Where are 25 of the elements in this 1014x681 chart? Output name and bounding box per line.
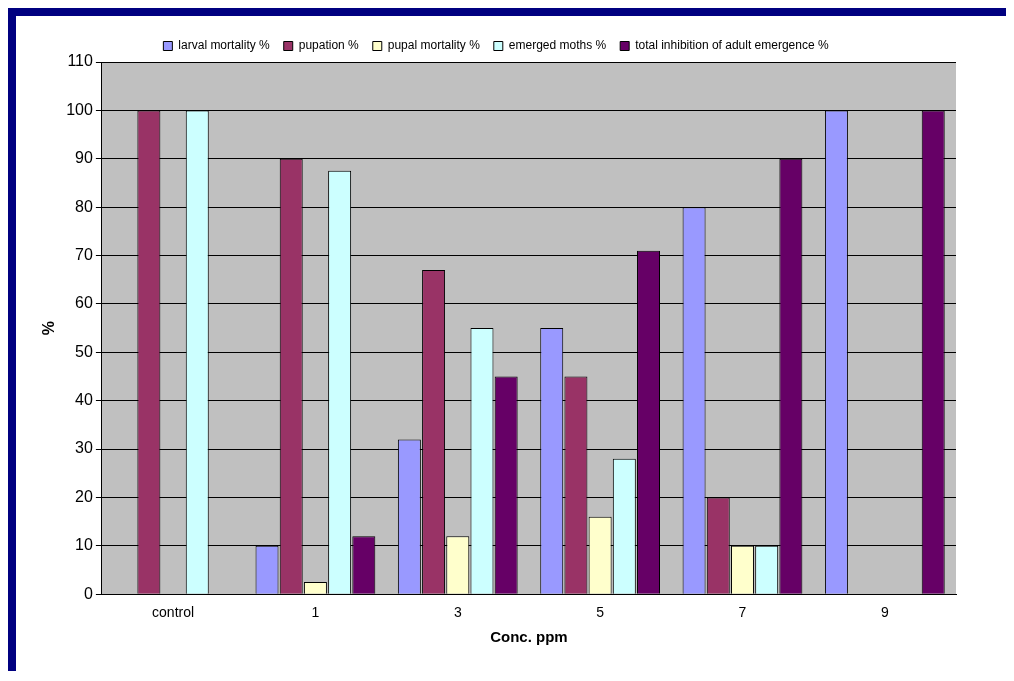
x-tick-label: 9 <box>880 604 889 621</box>
y-axis-title: % <box>40 320 58 336</box>
x-tick-label: control <box>152 604 195 621</box>
y-tick-label: 10 <box>75 536 93 554</box>
legend-label: pupal mortality % <box>387 38 481 53</box>
y-tick-label: 40 <box>75 391 93 409</box>
legend-label: larval mortality % <box>178 38 271 53</box>
y-tick-label: 110 <box>67 52 93 70</box>
y-tick-label: 50 <box>75 342 93 360</box>
x-tick-label: 7 <box>738 604 747 621</box>
x-tick-label: 5 <box>596 604 605 621</box>
x-tick-label: 1 <box>311 604 320 621</box>
legend-label: total inhibition of adult emergence % <box>635 38 829 53</box>
y-tick-label: 20 <box>75 487 93 505</box>
y-tick-label: 90 <box>75 149 93 167</box>
y-tick-label: 100 <box>66 100 93 118</box>
y-tick-label: 30 <box>75 439 93 457</box>
legend-label: pupation % <box>298 38 360 53</box>
legend-label: emerged moths % <box>508 38 607 53</box>
y-tick-label: 0 <box>83 584 93 602</box>
x-tick-label: 3 <box>453 604 462 621</box>
y-tick-label: 70 <box>75 245 93 263</box>
y-tick-label: 80 <box>75 197 93 215</box>
x-axis-title: Conc. ppm <box>490 628 568 646</box>
y-tick-label: 60 <box>75 294 93 312</box>
